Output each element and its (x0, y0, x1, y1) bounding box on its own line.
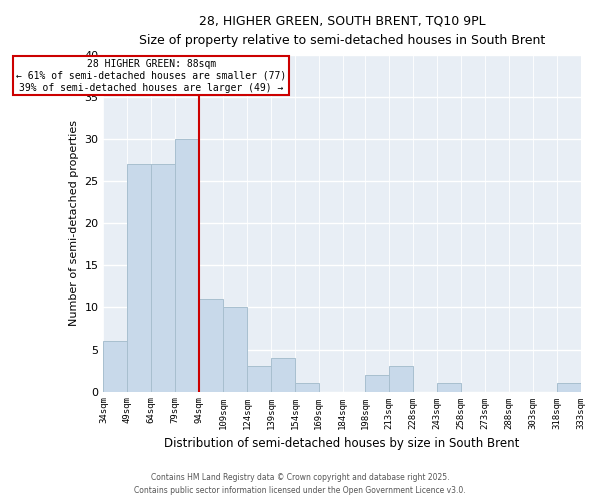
Bar (295, 383, 319, 392)
X-axis label: Distribution of semi-detached houses by size in South Brent: Distribution of semi-detached houses by … (164, 437, 520, 450)
Text: 28 HIGHER GREEN: 88sqm
← 61% of semi-detached houses are smaller (77)
39% of sem: 28 HIGHER GREEN: 88sqm ← 61% of semi-det… (16, 60, 286, 92)
Title: 28, HIGHER GREEN, SOUTH BRENT, TQ10 9PL
Size of property relative to semi-detach: 28, HIGHER GREEN, SOUTH BRENT, TQ10 9PL … (139, 15, 545, 47)
Bar (247, 366, 271, 392)
Bar (199, 299, 223, 392)
Y-axis label: Number of semi-detached properties: Number of semi-detached properties (69, 120, 79, 326)
Bar (365, 374, 389, 392)
Bar (127, 164, 151, 392)
Bar (271, 358, 295, 392)
Bar (151, 164, 175, 392)
Bar (389, 366, 413, 392)
Bar (175, 139, 199, 392)
Text: Contains HM Land Registry data © Crown copyright and database right 2025.
Contai: Contains HM Land Registry data © Crown c… (134, 474, 466, 495)
Bar (557, 383, 581, 392)
Bar (437, 383, 461, 392)
Bar (103, 341, 127, 392)
Bar (223, 308, 247, 392)
